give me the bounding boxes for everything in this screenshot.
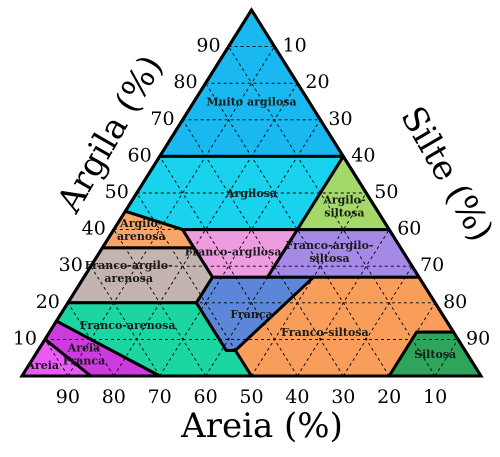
- zone-label-line: Franco-argilo-: [285, 239, 373, 252]
- sand-gridline: [228, 46, 436, 377]
- clay-tick-label: 90: [196, 35, 220, 57]
- silt-gridline: [297, 229, 390, 377]
- silt-tick-label: 40: [351, 144, 375, 166]
- sand-tick-label: 30: [331, 386, 355, 408]
- sand-gridline: [182, 119, 344, 377]
- zone-label-line: Argilo-: [119, 217, 162, 230]
- sand-tick-label: 70: [148, 386, 172, 408]
- zone-label-line: Franca: [63, 355, 105, 368]
- grid-layer: [44, 46, 459, 377]
- clay-tick-label: 30: [59, 254, 83, 276]
- clay-tick-label: 20: [36, 291, 60, 313]
- sand-gridline: [44, 339, 69, 377]
- silt-gridline: [388, 302, 436, 377]
- zone-label-line: Franco-arenosa: [80, 319, 176, 332]
- zone-label-argilo-arenosa: Argilo-arenosa: [117, 217, 166, 243]
- clay-tick-label: 80: [173, 71, 197, 93]
- clay-tick-label: 60: [128, 144, 152, 166]
- zones-layer: [20, 8, 483, 378]
- zone-label-line: arenosa: [104, 272, 153, 285]
- sand-tick-label: 90: [56, 386, 80, 408]
- silt-tick-label: 30: [328, 108, 352, 130]
- silt-tick-label: 70: [420, 254, 444, 276]
- zone-label-line: Areia: [67, 342, 101, 355]
- silt-gridline: [159, 119, 321, 377]
- zone-label-muito-argilosa: Muito argilosa: [206, 96, 296, 109]
- zone-label-franca: Franca: [230, 308, 272, 321]
- silt-tick-label: 90: [466, 327, 490, 349]
- zone-label-line: Siltosa: [414, 348, 456, 361]
- silt-gridline: [251, 192, 367, 377]
- sand-axis-title: Areia (%): [180, 406, 343, 446]
- silt-tick-label: 20: [305, 71, 329, 93]
- sand-gridline: [113, 229, 206, 377]
- zone-label-line: siltosa: [324, 206, 364, 219]
- ticks-layer: 10 20 30 40 50 60 70 80 90 10 20 30 40 50 60 70 80 90 90 80…: [13, 35, 490, 408]
- clay-tick-label: 10: [13, 327, 37, 349]
- zone-label-siltosa: Siltosa: [414, 348, 456, 361]
- zone-label-line: arenosa: [117, 230, 166, 243]
- sand-gridline: [205, 82, 390, 377]
- zone-label-line: Muito argilosa: [206, 96, 296, 109]
- zone-label-line: Franco-argilosa: [185, 246, 282, 259]
- silt-tick-label: 80: [443, 291, 467, 313]
- clay-tick-label: 70: [150, 108, 174, 130]
- zone-label-argilosa: Argilosa: [225, 187, 277, 200]
- zone-label-line: Argilo-: [322, 193, 365, 206]
- clay-tick-label: 40: [82, 218, 106, 240]
- sand-gridline: [90, 265, 161, 377]
- silt-tick-label: 50: [374, 181, 398, 203]
- zone-label-franco-argilosa: Franco-argilosa: [185, 246, 282, 259]
- zone-label-line: Argilosa: [225, 187, 277, 200]
- sand-tick-label: 60: [194, 386, 218, 408]
- zone-label-line: Franco-argilo-: [85, 259, 173, 272]
- sand-tick-label: 10: [423, 386, 447, 408]
- clay-tick-label: 50: [105, 181, 129, 203]
- silt-gridline: [434, 339, 459, 377]
- silt-tick-label: 10: [283, 35, 307, 57]
- zone-label-areia-franca: Areia Franca: [63, 342, 105, 368]
- zone-label-line: Franca: [230, 308, 272, 321]
- zone-label-franco-argilo-siltosa: Franco-argilo-siltosa: [285, 239, 373, 265]
- silt-tick-label: 60: [397, 218, 421, 240]
- sand-tick-label: 20: [377, 386, 401, 408]
- zone-label-franco-siltosa: Franco-siltosa: [281, 326, 368, 339]
- silt-gridline: [67, 46, 275, 377]
- silt-gridline: [113, 82, 298, 377]
- zone-label-franco-argilo-arenosa: Franco-argilo-arenosa: [85, 259, 173, 285]
- sand-tick-label: 40: [285, 386, 309, 408]
- zone-label-argilo-siltosa: Argilo-siltosa: [322, 193, 365, 219]
- zone-label-areia: Areia: [25, 359, 59, 372]
- zone-label-line: Areia: [25, 359, 59, 372]
- zone-label-line: siltosa: [309, 252, 349, 265]
- sand-gridline: [67, 302, 115, 377]
- sand-tick-label: 50: [239, 386, 263, 408]
- triangle-outline: [19, 7, 484, 378]
- zone-label-line: Franco-siltosa: [281, 326, 368, 339]
- sand-tick-label: 80: [102, 386, 126, 408]
- zone-label-franco-arenosa: Franco-arenosa: [80, 319, 176, 332]
